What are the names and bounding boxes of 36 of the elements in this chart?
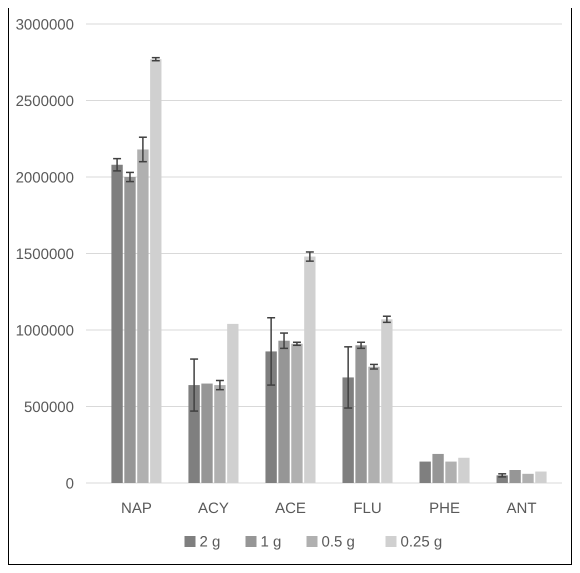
- bar: [291, 344, 303, 483]
- bar: [278, 340, 290, 483]
- bar: [111, 164, 123, 483]
- x-tick-label: PHE: [429, 500, 460, 517]
- bar: [445, 462, 457, 483]
- y-tick-label: 1500000: [16, 246, 74, 263]
- bar: [124, 177, 136, 483]
- y-tick-label: 500000: [24, 398, 74, 416]
- y-tick-label: 3000000: [16, 16, 74, 34]
- bar: [201, 384, 213, 483]
- bar: [522, 474, 534, 483]
- bar: [355, 345, 367, 483]
- bar: [188, 385, 200, 483]
- bar: [535, 472, 547, 483]
- bar: [368, 366, 380, 483]
- legend-label: 0.5 g: [322, 533, 355, 550]
- legend-label: 1 g: [260, 533, 282, 550]
- x-tick-label: ANT: [506, 500, 537, 517]
- x-tick-label: ACE: [275, 500, 306, 517]
- bar: [458, 458, 470, 483]
- legend-label: 2 g: [200, 533, 220, 550]
- bar: [265, 351, 277, 483]
- bar: [432, 454, 444, 483]
- y-tick-label: 2500000: [16, 92, 74, 110]
- x-tick-label: FLU: [353, 500, 382, 517]
- bar: [137, 149, 149, 483]
- bar: [342, 377, 354, 483]
- y-tick-label: 2000000: [16, 169, 74, 186]
- bar: [214, 385, 226, 483]
- bar: [509, 470, 521, 483]
- x-tick-label: NAP: [121, 500, 152, 517]
- y-tick-label: 0: [66, 475, 74, 492]
- y-tick-label: 1000000: [16, 322, 74, 340]
- legend-label: 0.25 g: [400, 533, 442, 550]
- x-tick-label: ACY: [198, 500, 229, 517]
- bar: [420, 462, 431, 483]
